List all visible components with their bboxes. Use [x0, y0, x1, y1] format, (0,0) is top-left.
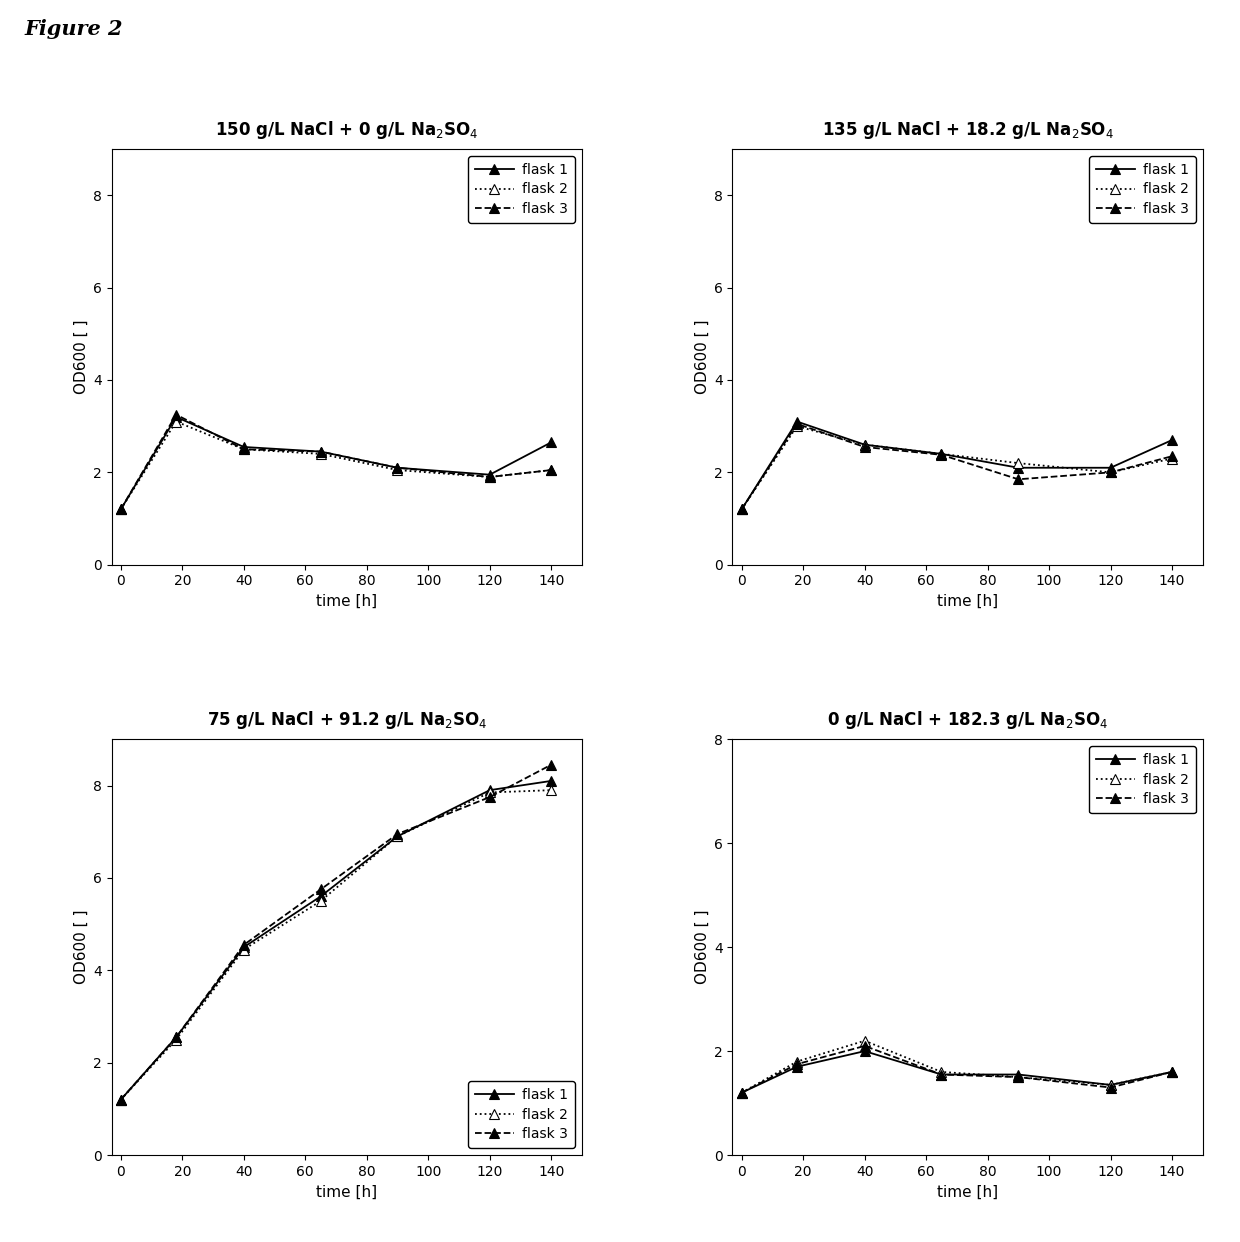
Text: Figure 2: Figure 2 — [25, 19, 123, 39]
X-axis label: time [h]: time [h] — [937, 1185, 998, 1200]
X-axis label: time [h]: time [h] — [316, 1185, 377, 1200]
Y-axis label: OD600 [ ]: OD600 [ ] — [694, 910, 709, 985]
X-axis label: time [h]: time [h] — [316, 594, 377, 609]
Legend: flask 1, flask 2, flask 3: flask 1, flask 2, flask 3 — [1089, 746, 1195, 814]
Title: 0 g/L NaCl + 182.3 g/L Na$_2$SO$_4$: 0 g/L NaCl + 182.3 g/L Na$_2$SO$_4$ — [827, 709, 1109, 732]
Y-axis label: OD600 [ ]: OD600 [ ] — [694, 319, 709, 394]
Legend: flask 1, flask 2, flask 3: flask 1, flask 2, flask 3 — [467, 156, 575, 224]
Y-axis label: OD600 [ ]: OD600 [ ] — [74, 910, 89, 985]
Legend: flask 1, flask 2, flask 3: flask 1, flask 2, flask 3 — [467, 1081, 575, 1148]
Title: 150 g/L NaCl + 0 g/L Na$_2$SO$_4$: 150 g/L NaCl + 0 g/L Na$_2$SO$_4$ — [215, 119, 479, 142]
Legend: flask 1, flask 2, flask 3: flask 1, flask 2, flask 3 — [1089, 156, 1195, 224]
Y-axis label: OD600 [ ]: OD600 [ ] — [74, 319, 89, 394]
Title: 135 g/L NaCl + 18.2 g/L Na$_2$SO$_4$: 135 g/L NaCl + 18.2 g/L Na$_2$SO$_4$ — [822, 119, 1114, 142]
Title: 75 g/L NaCl + 91.2 g/L Na$_2$SO$_4$: 75 g/L NaCl + 91.2 g/L Na$_2$SO$_4$ — [207, 709, 487, 732]
X-axis label: time [h]: time [h] — [937, 594, 998, 609]
